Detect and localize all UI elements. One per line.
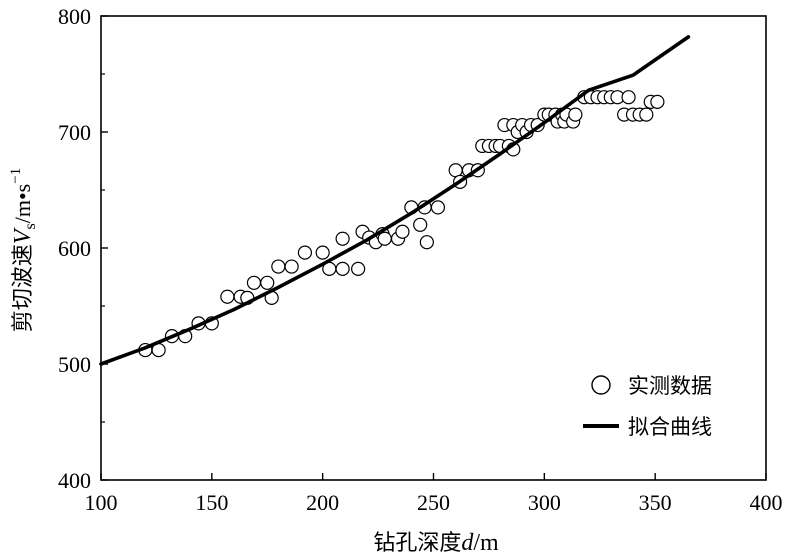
x-axis: 100 150 200 250 300 350 400 bbox=[85, 473, 783, 515]
legend: 实测数据 拟合曲线 bbox=[583, 374, 712, 439]
y-axis-title-sup: −1 bbox=[8, 168, 24, 184]
plot-border bbox=[100, 15, 767, 481]
x-tick-label: 200 bbox=[306, 490, 339, 515]
y-axis-title-symbol: V bbox=[10, 227, 36, 244]
data-point bbox=[639, 107, 654, 122]
data-point bbox=[621, 90, 636, 105]
x-tick-label: 300 bbox=[528, 490, 561, 515]
data-point bbox=[650, 94, 665, 109]
x-axis-title-symbol: d bbox=[461, 530, 474, 556]
data-point bbox=[430, 200, 446, 215]
y-tick-label: 800 bbox=[58, 4, 91, 29]
data-point bbox=[377, 231, 392, 246]
series-layer bbox=[99, 35, 691, 366]
data-point bbox=[413, 217, 428, 232]
y-axis-title-prefix: 剪切波速 bbox=[11, 244, 36, 332]
x-tick-label: 350 bbox=[639, 490, 672, 515]
data-point bbox=[568, 107, 583, 122]
data-point bbox=[351, 261, 366, 276]
x-tick-label: 250 bbox=[417, 490, 450, 515]
y-axis-title: 剪切波速Vs/m•s−1 bbox=[8, 168, 39, 332]
data-point bbox=[297, 245, 313, 260]
data-point bbox=[284, 259, 299, 274]
data-point bbox=[335, 231, 350, 246]
y-tick-label: 700 bbox=[58, 120, 91, 145]
x-tick-label: 400 bbox=[750, 490, 783, 515]
legend-label-fit: 拟合曲线 bbox=[628, 415, 712, 439]
data-point bbox=[271, 259, 286, 274]
data-point bbox=[419, 235, 434, 250]
fit-curve bbox=[99, 35, 691, 366]
y-axis: 400 500 600 700 800 bbox=[58, 4, 108, 493]
data-point bbox=[220, 289, 235, 304]
data-point bbox=[335, 261, 350, 276]
y-tick-label: 600 bbox=[58, 236, 91, 261]
data-point bbox=[260, 275, 275, 290]
legend-label-measured: 实测数据 bbox=[628, 374, 712, 398]
y-axis-title-unit: /m•s bbox=[10, 184, 35, 224]
data-point bbox=[395, 224, 410, 239]
y-axis-title-sub: s bbox=[22, 223, 39, 229]
y-tick-label: 400 bbox=[58, 468, 91, 493]
x-axis-title: 钻孔深度d/m bbox=[373, 530, 499, 556]
data-point bbox=[246, 275, 262, 290]
x-axis-title-unit: /m bbox=[473, 530, 499, 556]
y-tick-label: 500 bbox=[58, 352, 91, 377]
plot-area bbox=[100, 15, 767, 481]
x-axis-title-prefix: 钻孔深度 bbox=[373, 531, 461, 556]
x-tick-label: 100 bbox=[85, 490, 118, 515]
legend-marker-measured bbox=[591, 375, 611, 395]
data-point bbox=[315, 245, 330, 260]
x-tick-label: 150 bbox=[195, 490, 228, 515]
